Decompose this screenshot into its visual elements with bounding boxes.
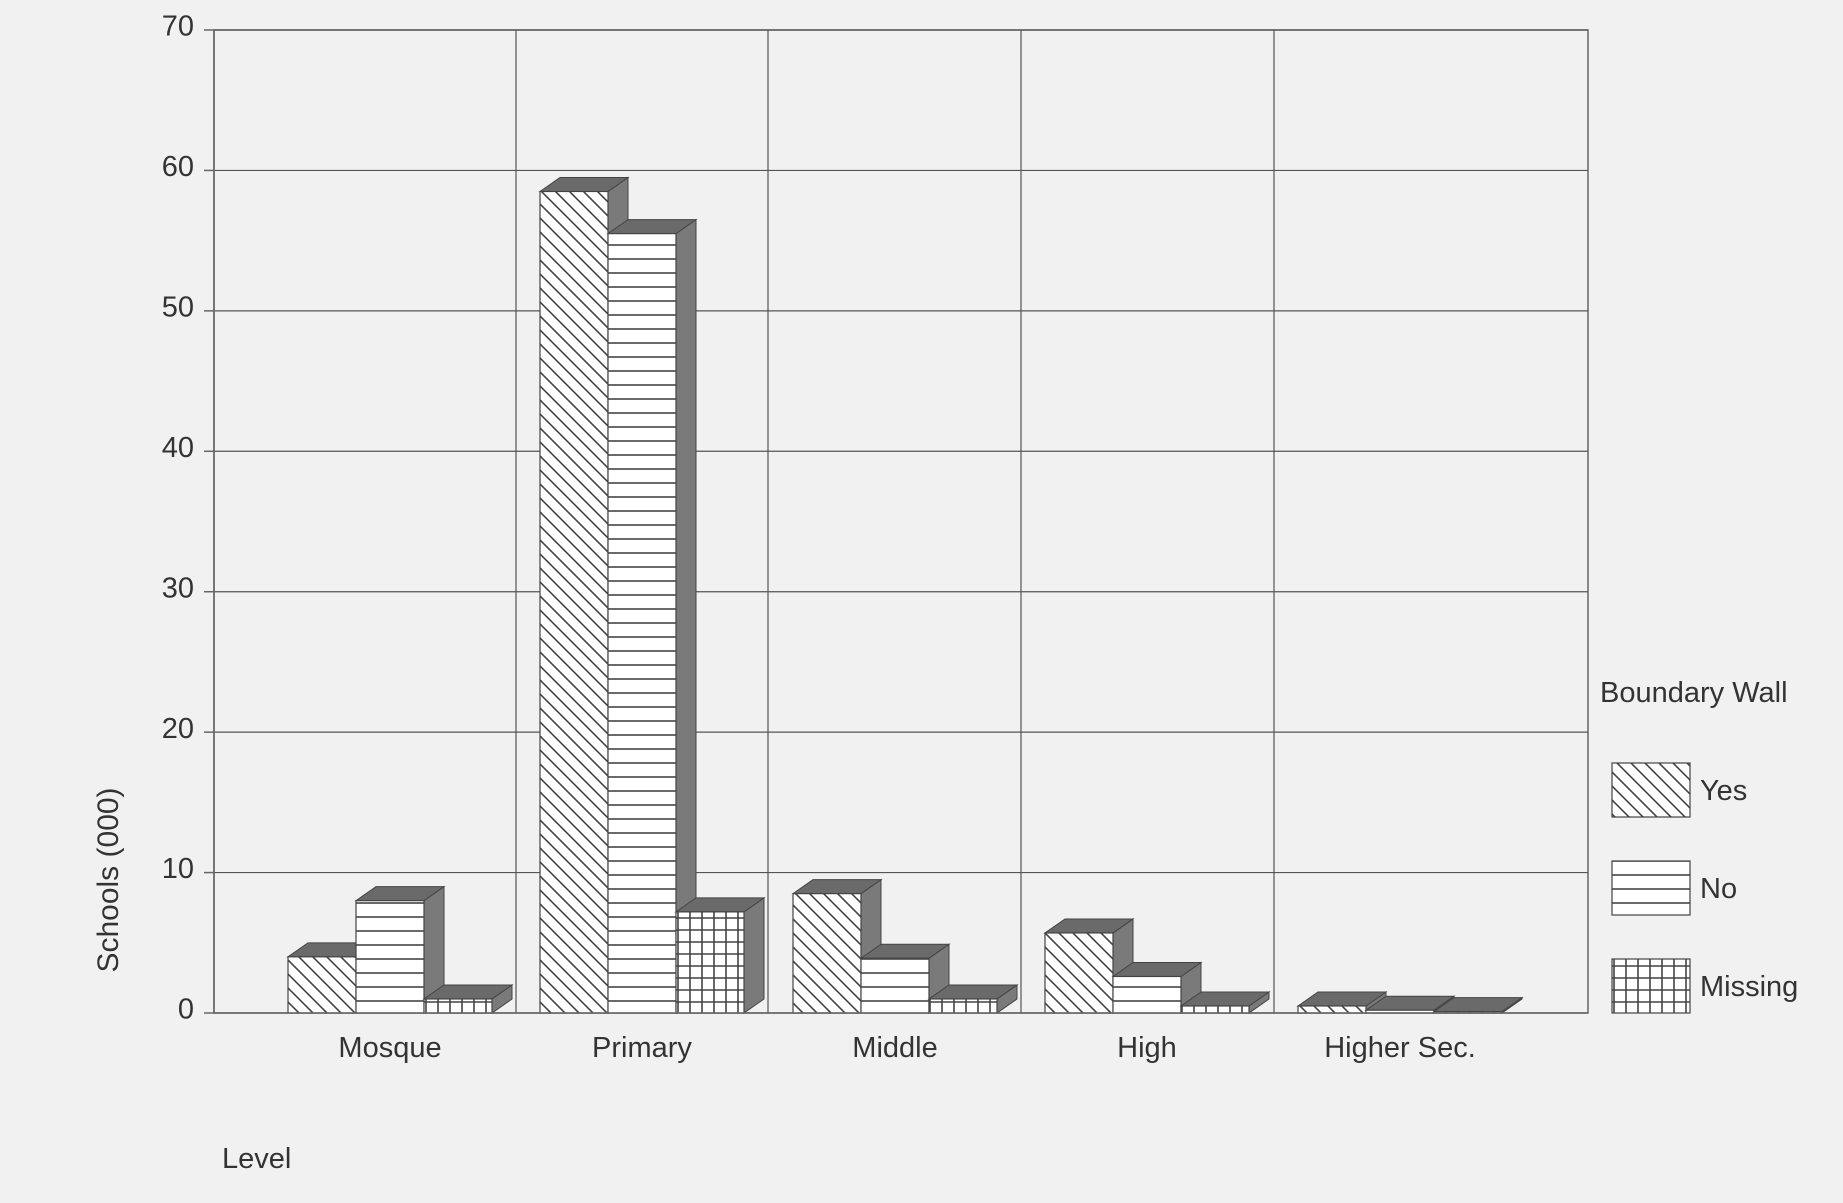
bar [927,983,1019,1014]
x-tick-label: Mosque [338,1032,441,1064]
plot-frame [213,29,1589,1014]
bar-yes [1044,932,1114,1014]
plot-area [213,29,1589,1014]
bar-missing [423,998,493,1014]
legend: Boundary Wall Yes No Missing [1600,677,1798,1014]
bar-yes [1297,1005,1367,1014]
bar [1111,961,1203,1014]
legend-item: Yes [1611,762,1747,818]
bar-missing [675,911,745,1014]
bar-yes [539,190,609,1014]
x-axis-label: Level [222,1143,291,1175]
x-axis: Mosque Primary Middle High Higher Sec. [214,1012,1588,1064]
bar-side [743,896,765,1014]
legend-label: Missing [1700,971,1798,1003]
gridlines [214,29,1588,1013]
bar [422,983,514,1014]
y-tick-label: 60 [162,151,194,183]
legend-label: Yes [1700,775,1747,807]
y-tick-label: 50 [162,292,194,324]
legend-item: Missing [1611,958,1798,1014]
bar-side [675,218,697,1014]
bar-no [860,957,930,1014]
bar-no [1112,975,1182,1014]
bar [606,218,698,1014]
y-tick-label: 40 [162,432,194,464]
y-axis: 0 10 20 30 40 50 60 70 [162,11,215,1026]
y-tick-label: 20 [162,713,194,745]
legend-swatch [1611,860,1691,916]
legend-label: No [1700,873,1737,905]
x-tick-label: Higher Sec. [1324,1032,1476,1064]
bar [1296,991,1388,1014]
bar-missing [928,998,998,1014]
legend-swatch [1611,762,1691,818]
x-tick-label: Primary [592,1032,692,1064]
bar-no [355,900,425,1014]
bar [674,896,766,1014]
y-tick-label: 70 [162,11,194,43]
y-axis-label: Schools (000) [92,787,125,972]
bar-no [607,233,677,1014]
legend-swatch [1611,958,1691,1014]
legend-item: No [1611,860,1737,916]
y-tick-label: 0 [178,994,194,1026]
bar-missing [1180,1005,1250,1014]
bar-yes [287,956,357,1014]
x-tick-label: Middle [852,1032,937,1064]
y-tick-label: 10 [162,853,194,885]
bar-yes [792,893,862,1014]
legend-title: Boundary Wall [1600,677,1788,709]
x-tick-label: High [1117,1032,1177,1064]
y-tick-label: 30 [162,572,194,604]
